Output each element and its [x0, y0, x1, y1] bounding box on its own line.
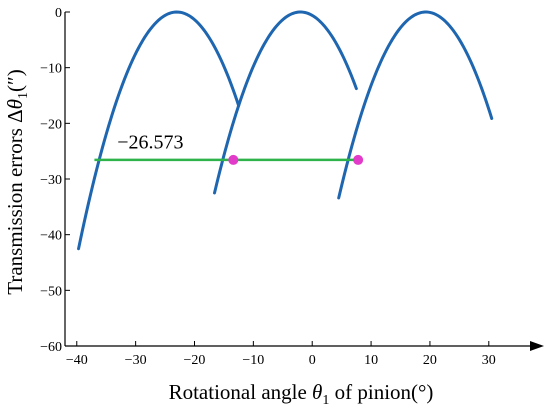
x-tick-label: 20	[423, 353, 437, 368]
x-tick-label: 0	[309, 353, 316, 368]
error-curve-3	[337, 10, 494, 200]
y-tick-label: −30	[40, 173, 62, 188]
x-tick-label: −40	[66, 353, 88, 368]
x-tick-label: 10	[364, 353, 378, 368]
y-tick-label: −10	[40, 62, 62, 77]
axes: −40 −30 −20 −10 0 10 20 30 0 −10 −20 −30 −40 −50 −60	[40, 6, 544, 368]
y-axis-title: Transmission errors Δθ1(″)	[3, 69, 31, 294]
overlay: −26.573	[94, 131, 364, 165]
y-tick-label: −40	[40, 229, 62, 244]
curves	[77, 10, 494, 251]
y-tick-label: −60	[40, 340, 62, 355]
x-tick-label: −10	[242, 353, 264, 368]
annotation-label: −26.573	[117, 131, 183, 153]
intersection-point	[228, 154, 239, 165]
x-axis-title: Rotational angle θ1 of pinion(°)	[169, 380, 434, 408]
x-tick-label: −20	[184, 353, 206, 368]
x-axis-arrow	[530, 341, 544, 351]
y-tick-label: −20	[40, 117, 62, 132]
x-tick-label: −30	[125, 353, 147, 368]
y-tick-label: −50	[40, 284, 62, 299]
y-tick-label: 0	[55, 6, 62, 21]
x-tick-label: 30	[482, 353, 496, 368]
intersection-point	[353, 154, 364, 165]
error-curve-2	[213, 10, 358, 195]
error-curve-1	[77, 10, 241, 251]
